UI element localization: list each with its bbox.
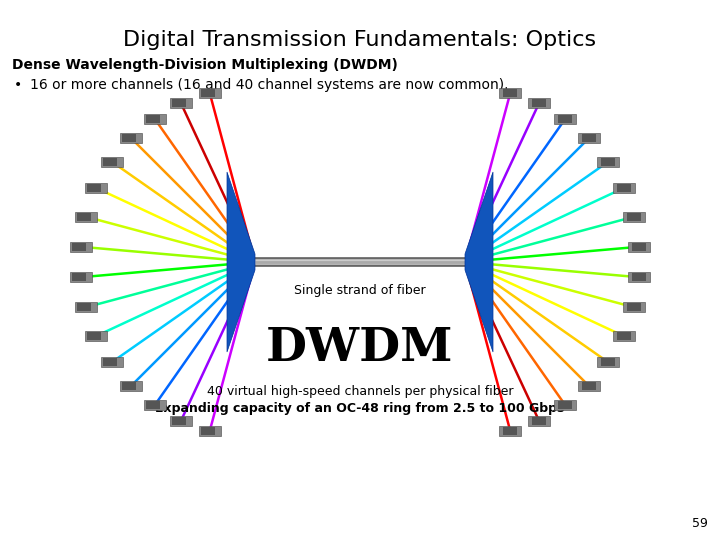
FancyBboxPatch shape <box>103 359 117 366</box>
FancyBboxPatch shape <box>77 303 91 311</box>
FancyBboxPatch shape <box>598 157 619 167</box>
FancyBboxPatch shape <box>103 158 117 166</box>
Text: 59: 59 <box>692 517 708 530</box>
FancyBboxPatch shape <box>503 89 517 97</box>
FancyBboxPatch shape <box>613 183 634 193</box>
Text: Single strand of fiber: Single strand of fiber <box>294 284 426 297</box>
FancyBboxPatch shape <box>170 416 192 426</box>
Text: Expanding capacity of an OC-48 ring from 2.5 to 100 Gbps: Expanding capacity of an OC-48 ring from… <box>156 402 564 415</box>
FancyBboxPatch shape <box>122 134 136 142</box>
FancyBboxPatch shape <box>499 426 521 436</box>
FancyBboxPatch shape <box>582 134 595 142</box>
Text: 16 or more channels (16 and 40 channel systems are now common).: 16 or more channels (16 and 40 channel s… <box>30 78 508 92</box>
FancyBboxPatch shape <box>75 212 97 222</box>
FancyBboxPatch shape <box>170 98 192 109</box>
FancyBboxPatch shape <box>145 114 160 123</box>
Text: •: • <box>14 78 22 92</box>
FancyBboxPatch shape <box>70 272 91 282</box>
FancyBboxPatch shape <box>629 272 650 282</box>
Text: Digital Transmission Fundamentals: Optics: Digital Transmission Fundamentals: Optic… <box>123 30 597 50</box>
FancyBboxPatch shape <box>528 416 550 426</box>
FancyBboxPatch shape <box>528 98 550 109</box>
FancyBboxPatch shape <box>75 302 97 312</box>
FancyBboxPatch shape <box>145 401 160 409</box>
FancyBboxPatch shape <box>616 332 631 340</box>
FancyBboxPatch shape <box>629 242 650 252</box>
FancyBboxPatch shape <box>72 243 86 251</box>
FancyBboxPatch shape <box>627 213 641 221</box>
Text: 40 virtual high-speed channels per physical fiber: 40 virtual high-speed channels per physi… <box>207 385 513 398</box>
Text: Dense Wavelength-Division Multiplexing (DWDM): Dense Wavelength-Division Multiplexing (… <box>12 58 398 72</box>
FancyBboxPatch shape <box>143 113 166 124</box>
FancyBboxPatch shape <box>503 427 517 435</box>
FancyBboxPatch shape <box>532 416 546 424</box>
FancyBboxPatch shape <box>86 331 107 341</box>
FancyBboxPatch shape <box>554 400 577 410</box>
FancyBboxPatch shape <box>532 99 546 107</box>
FancyBboxPatch shape <box>623 302 645 312</box>
Polygon shape <box>465 172 493 352</box>
FancyBboxPatch shape <box>577 381 600 391</box>
FancyBboxPatch shape <box>86 183 107 193</box>
FancyBboxPatch shape <box>582 382 595 390</box>
FancyBboxPatch shape <box>554 113 577 124</box>
FancyBboxPatch shape <box>122 382 136 390</box>
FancyBboxPatch shape <box>201 427 215 435</box>
FancyBboxPatch shape <box>143 400 166 410</box>
FancyBboxPatch shape <box>70 242 91 252</box>
FancyBboxPatch shape <box>632 243 647 251</box>
FancyBboxPatch shape <box>199 426 221 436</box>
FancyBboxPatch shape <box>613 331 634 341</box>
FancyBboxPatch shape <box>120 133 143 143</box>
FancyBboxPatch shape <box>172 99 186 107</box>
FancyBboxPatch shape <box>101 357 122 367</box>
FancyBboxPatch shape <box>172 416 186 424</box>
Text: DWDM: DWDM <box>266 325 454 371</box>
FancyBboxPatch shape <box>199 88 221 98</box>
Polygon shape <box>227 172 255 352</box>
FancyBboxPatch shape <box>627 303 641 311</box>
FancyBboxPatch shape <box>77 213 91 221</box>
FancyBboxPatch shape <box>101 157 122 167</box>
FancyBboxPatch shape <box>72 273 86 281</box>
FancyBboxPatch shape <box>601 158 616 166</box>
FancyBboxPatch shape <box>623 212 645 222</box>
FancyBboxPatch shape <box>87 184 102 192</box>
FancyBboxPatch shape <box>499 88 521 98</box>
FancyBboxPatch shape <box>598 357 619 367</box>
FancyBboxPatch shape <box>616 184 631 192</box>
FancyBboxPatch shape <box>577 133 600 143</box>
FancyBboxPatch shape <box>120 381 143 391</box>
FancyBboxPatch shape <box>87 332 102 340</box>
FancyBboxPatch shape <box>601 359 616 366</box>
FancyBboxPatch shape <box>632 273 647 281</box>
FancyBboxPatch shape <box>201 89 215 97</box>
FancyBboxPatch shape <box>559 114 572 123</box>
FancyBboxPatch shape <box>559 401 572 409</box>
